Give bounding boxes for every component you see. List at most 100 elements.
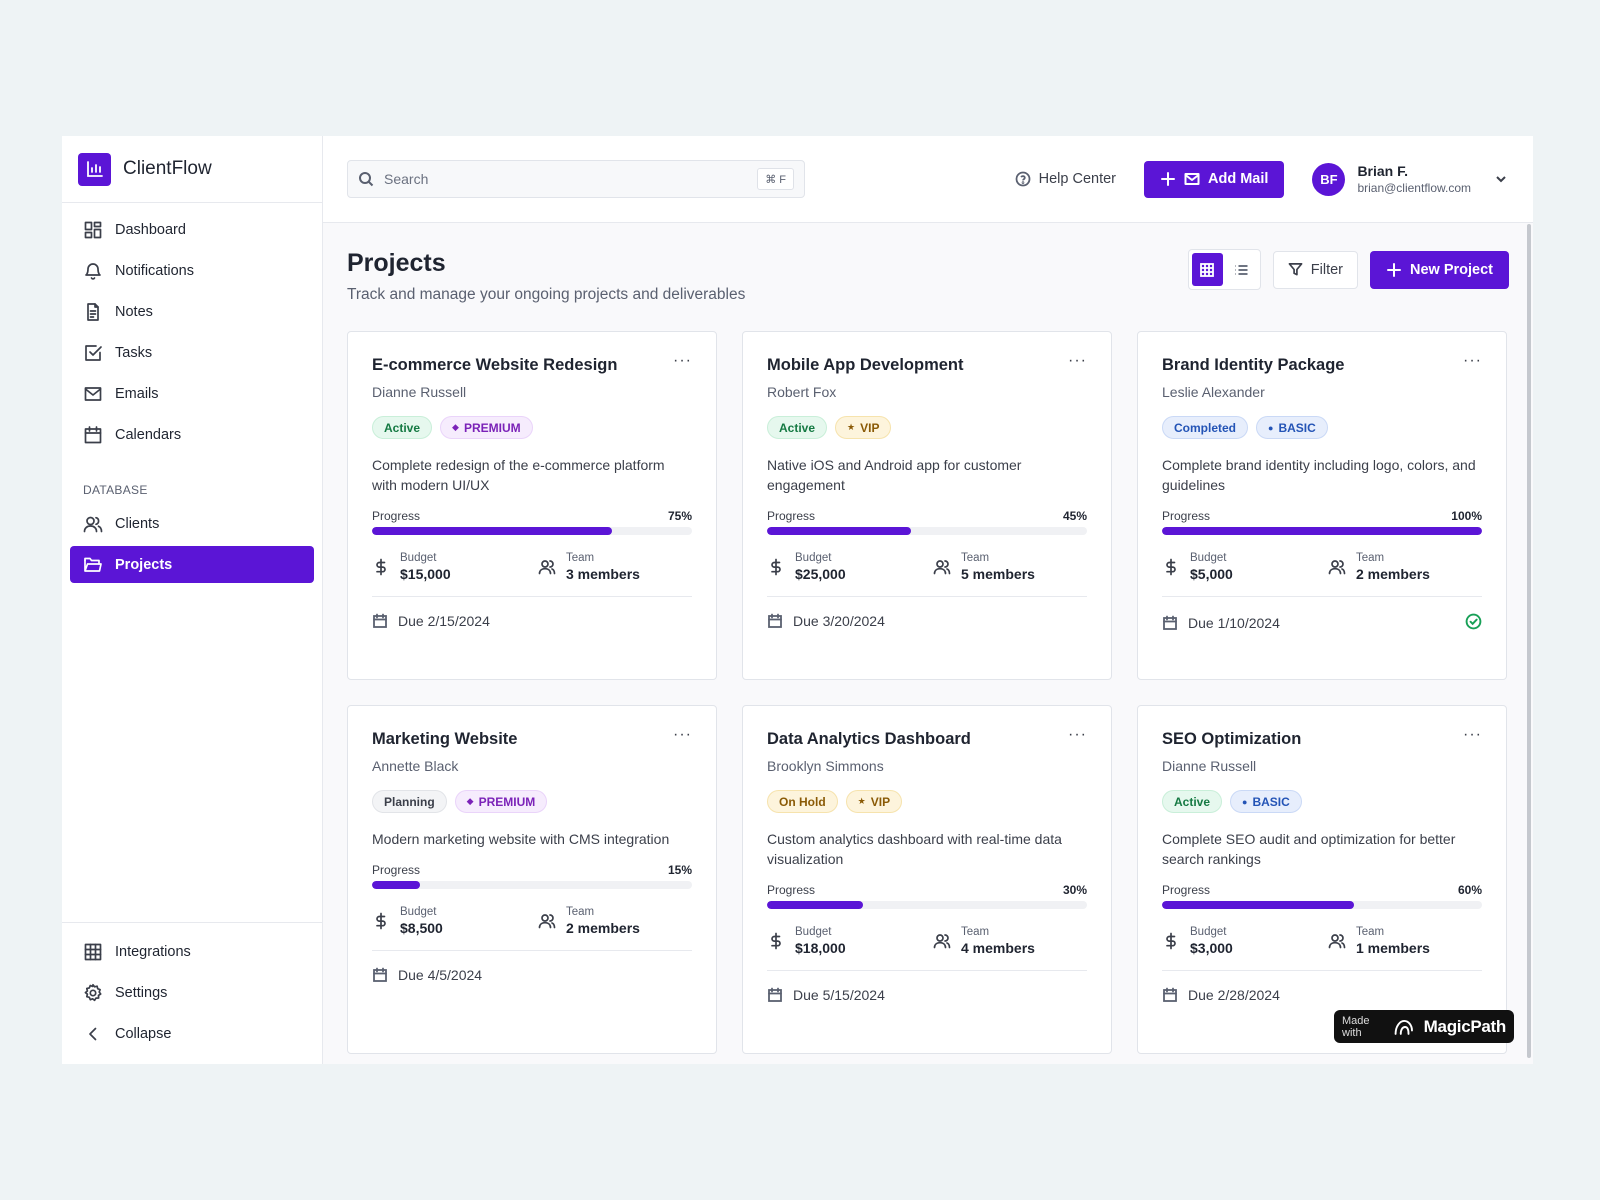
budget-info: Budget $3,000 <box>1162 926 1328 956</box>
budget-value: $8,500 <box>400 920 443 936</box>
users-icon <box>538 560 556 575</box>
user-menu[interactable]: BF Brian F. brian@clientflow.com <box>1312 162 1509 196</box>
due-date-text: Due 4/5/2024 <box>398 967 483 983</box>
bell-icon <box>85 262 101 280</box>
sidebar-item-notes[interactable]: Notes <box>70 293 314 330</box>
search-input[interactable]: Search ⌘ F <box>347 160 805 198</box>
calendar-icon <box>768 987 782 1002</box>
folder-icon <box>84 557 102 572</box>
tier-icon: ◆ <box>452 422 459 432</box>
progress-fill <box>767 527 911 535</box>
project-tags: Active ★ VIP <box>767 416 1087 439</box>
tier-icon: ● <box>1268 422 1274 433</box>
project-title[interactable]: SEO Optimization <box>1162 730 1302 748</box>
badge-small-text: Made with <box>1342 1014 1370 1039</box>
progress-header: Progress 100% <box>1162 509 1482 523</box>
project-tags: Active ● BASIC <box>1162 790 1482 813</box>
budget-label: Budget <box>400 906 437 918</box>
budget-value: $25,000 <box>795 566 846 582</box>
project-client: Robert Fox <box>767 384 837 400</box>
card-header: E-commerce Website Redesign Dianne Russe… <box>372 352 692 401</box>
sidebar-item-integrations[interactable]: Integrations <box>70 933 314 970</box>
project-tags: Planning ◆ PREMIUM <box>372 790 692 813</box>
status-badge: Active <box>767 416 828 439</box>
sidebar-item-projects[interactable]: Projects <box>70 546 314 583</box>
more-options-icon[interactable]: ··· <box>673 726 692 743</box>
calendar-icon <box>1163 615 1177 630</box>
progress-label: Progress <box>1162 509 1211 523</box>
more-options-icon[interactable]: ··· <box>1463 726 1482 743</box>
help-center-link[interactable]: Help Center <box>1015 171 1116 187</box>
vertical-scrollbar[interactable] <box>1527 224 1531 1058</box>
progress-bar <box>1162 901 1482 909</box>
sidebar-item-label: Tasks <box>115 344 153 361</box>
sidebar-item-tasks[interactable]: Tasks <box>70 334 314 371</box>
project-tags: Completed ● BASIC <box>1162 416 1482 439</box>
project-title[interactable]: Data Analytics Dashboard <box>767 730 971 748</box>
sidebar-item-emails[interactable]: Emails <box>70 375 314 412</box>
new-project-button[interactable]: New Project <box>1370 250 1509 289</box>
project-description: Modern marketing website with CMS integr… <box>372 831 670 847</box>
made-with-badge[interactable]: Made with MagicPath <box>1334 1010 1514 1043</box>
calendar-icon <box>768 613 782 628</box>
card-header: Marketing Website Annette Black ··· <box>372 726 692 775</box>
project-title[interactable]: Marketing Website <box>372 730 518 748</box>
filter-button[interactable]: Filter <box>1272 250 1358 289</box>
more-options-icon[interactable]: ··· <box>673 352 692 369</box>
progress-header: Progress 45% <box>767 509 1087 523</box>
dollar-icon <box>1166 558 1176 576</box>
add-mail-label: Add Mail <box>1208 171 1269 187</box>
avatar: BF <box>1312 162 1346 196</box>
more-options-icon[interactable]: ··· <box>1463 352 1482 369</box>
add-mail-button[interactable]: Add Mail <box>1144 160 1285 198</box>
project-card[interactable]: Brand Identity Package Leslie Alexander … <box>1137 331 1507 680</box>
budget-info: Budget $25,000 <box>767 552 933 582</box>
project-tags: On Hold ★ VIP <box>767 790 1087 813</box>
project-meta: Budget $18,000 Team 4 members <box>767 926 1087 971</box>
progress-value: 75% <box>667 509 692 523</box>
tier-badge: ★ VIP <box>835 416 892 439</box>
team-value: 4 members <box>961 940 1035 956</box>
project-card[interactable]: E-commerce Website Redesign Dianne Russe… <box>347 331 717 680</box>
team-info: Team 5 members <box>933 552 1035 582</box>
project-description: Complete redesign of the e-commerce plat… <box>372 457 665 493</box>
sidebar-bottom: Integrations Settings Collapse <box>62 922 322 1064</box>
sidebar-item-calendars[interactable]: Calendars <box>70 416 314 453</box>
sidebar-item-dashboard[interactable]: Dashboard <box>70 211 314 248</box>
progress-bar <box>1162 527 1482 535</box>
status-badge: Planning <box>372 790 447 813</box>
brand[interactable]: ClientFlow <box>62 136 322 203</box>
project-description: Native iOS and Android app for customer … <box>767 457 1022 493</box>
sidebar-item-collapse[interactable]: Collapse <box>70 1015 314 1052</box>
progress-fill <box>1162 901 1354 909</box>
budget-info: Budget $5,000 <box>1162 552 1328 582</box>
list-view-button[interactable] <box>1226 253 1257 286</box>
project-card[interactable]: Mobile App Development Robert Fox ··· Ac… <box>742 331 1112 680</box>
project-client: Dianne Russell <box>1162 758 1257 774</box>
tier-icon: ★ <box>847 422 856 432</box>
sidebar-item-clients[interactable]: Clients <box>70 505 314 542</box>
project-title[interactable]: Brand Identity Package <box>1162 356 1345 374</box>
progress-label: Progress <box>1162 883 1211 897</box>
tier-icon: ★ <box>857 796 866 806</box>
user-info: Brian F. brian@clientflow.com <box>1357 163 1471 195</box>
project-card[interactable]: Marketing Website Annette Black ··· Plan… <box>347 705 717 1054</box>
tier-label: BASIC <box>1278 420 1316 435</box>
sidebar-item-settings[interactable]: Settings <box>70 974 314 1011</box>
project-title[interactable]: E-commerce Website Redesign <box>372 356 618 374</box>
sidebar-item-notifications[interactable]: Notifications <box>70 252 314 289</box>
project-card[interactable]: Data Analytics Dashboard Brooklyn Simmon… <box>742 705 1112 1054</box>
budget-value: $5,000 <box>1190 566 1233 582</box>
search-icon <box>359 172 374 187</box>
project-meta: Budget $15,000 Team 3 members <box>372 552 692 597</box>
page-actions: Filter New Project <box>1187 249 1509 290</box>
project-card[interactable]: SEO Optimization Dianne Russell ··· Acti… <box>1137 705 1507 1054</box>
progress-fill <box>767 901 863 909</box>
project-title[interactable]: Mobile App Development <box>767 356 964 374</box>
grid-icon <box>84 943 102 960</box>
users-icon <box>1328 560 1346 575</box>
grid-view-button[interactable] <box>1191 253 1223 286</box>
more-options-icon[interactable]: ··· <box>1068 352 1087 369</box>
more-options-icon[interactable]: ··· <box>1068 726 1087 743</box>
progress-header: Progress 60% <box>1162 883 1482 897</box>
